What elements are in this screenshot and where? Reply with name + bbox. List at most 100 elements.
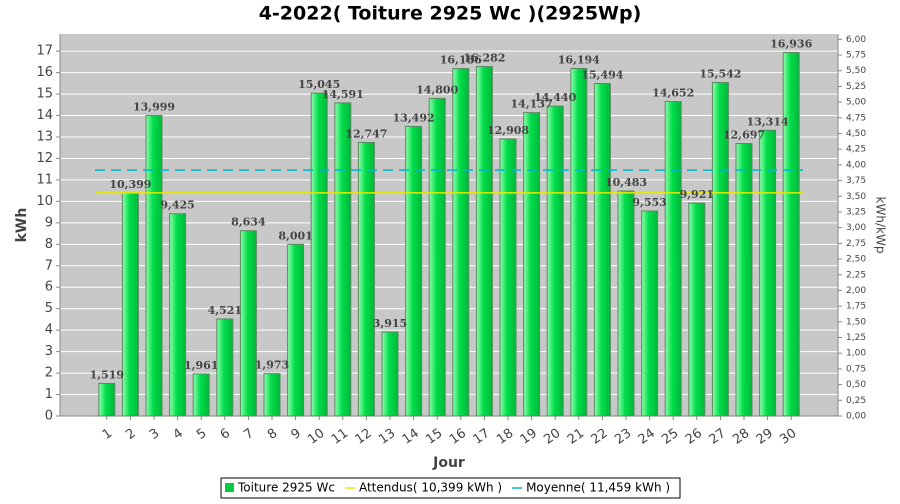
x-tick-label: 18 (494, 426, 516, 448)
x-tick-label: 8 (265, 426, 280, 443)
value-label: 16,282 (463, 52, 505, 65)
bar (664, 101, 682, 417)
legend (220, 477, 681, 499)
x-tick-label: 2 (123, 426, 138, 443)
bar (782, 52, 800, 417)
bar (593, 82, 611, 417)
x-tick-label: 9 (289, 426, 304, 443)
y-tick-label: 7 (45, 258, 53, 273)
x-tick-label: 29 (754, 426, 776, 448)
value-label: 10,483 (605, 176, 647, 189)
x-tick-label: 20 (541, 426, 563, 448)
x-tick-label: 12 (353, 426, 375, 448)
value-label: 8,634 (231, 216, 266, 229)
bar (405, 125, 423, 417)
bar (499, 138, 517, 417)
value-label: 8,001 (278, 229, 312, 242)
y-tick-label: 2 (45, 366, 53, 381)
x-tick-label: 11 (329, 426, 351, 448)
value-label: 4,521 (208, 304, 242, 317)
y2-tick-label: 4,00 (846, 160, 866, 170)
bar (121, 192, 139, 417)
value-label: 15,494 (581, 68, 623, 81)
bar (98, 382, 116, 417)
y2-tick-label: 5,75 (846, 51, 866, 61)
y-tick-label: 0 (45, 409, 53, 424)
bar (287, 243, 305, 417)
y2-tick-label: 4,25 (846, 145, 866, 155)
value-label: 9,921 (680, 188, 714, 201)
y-tick-label: 12 (36, 151, 53, 166)
bar (711, 81, 729, 417)
legend-swatch (225, 483, 234, 492)
x-tick-label: 4 (171, 426, 186, 443)
value-label: 12,697 (723, 129, 765, 142)
bar (688, 202, 706, 417)
y-tick-label: 13 (36, 130, 53, 145)
x-tick-label: 1 (100, 426, 115, 443)
y2-tick-label: 1,00 (846, 349, 866, 359)
y2-tick-label: 2,75 (846, 239, 866, 249)
legend-label: Attendus( 10,399 kWh ) (359, 481, 502, 495)
bar (475, 66, 493, 417)
x-tick-label: 5 (194, 426, 209, 443)
x-tick-label: 19 (518, 426, 540, 448)
bar (357, 141, 375, 417)
value-label: 15,542 (699, 67, 741, 80)
value-label: 14,137 (511, 98, 553, 111)
value-label: 14,440 (534, 91, 576, 104)
y2-tick-label: 5,50 (846, 66, 866, 76)
x-tick-label: 21 (565, 426, 587, 448)
y-tick-label: 8 (45, 237, 53, 252)
bar (570, 67, 588, 417)
value-label: 13,999 (133, 101, 175, 114)
bar (192, 373, 210, 417)
bar (546, 105, 564, 417)
x-tick-label: 10 (305, 426, 327, 448)
x-axis-label: Jour (432, 455, 465, 471)
y2-tick-label: 0,25 (846, 396, 866, 406)
x-tick-label: 23 (612, 426, 634, 448)
y2-axis-label: kWh/kWp (874, 197, 888, 254)
y2-tick-label: 2,50 (846, 255, 866, 265)
y2-tick-label: 1,75 (846, 302, 866, 312)
x-tick-label: 14 (400, 426, 422, 448)
y-tick-label: 15 (36, 87, 53, 102)
y-tick-label: 16 (36, 65, 53, 80)
x-tick-label: 15 (423, 426, 445, 448)
y2-tick-label: 0,50 (846, 380, 866, 390)
y2-tick-label: 3,00 (846, 223, 866, 233)
bar (428, 97, 446, 417)
value-label: 9,553 (632, 196, 666, 209)
y-tick-label: 3 (45, 344, 53, 359)
x-tick-label: 22 (589, 426, 611, 448)
value-label: 13,314 (747, 115, 789, 128)
value-label: 1,519 (90, 368, 124, 381)
value-label: 16,936 (770, 38, 812, 51)
bar (381, 331, 399, 417)
value-label: 1,973 (255, 359, 289, 372)
bar (452, 68, 470, 417)
value-label: 14,591 (322, 88, 364, 101)
value-label: 16,194 (558, 53, 600, 66)
value-label: 13,492 (393, 111, 435, 124)
y2-tick-label: 0,00 (846, 412, 866, 422)
y2-tick-label: 2,25 (846, 270, 866, 280)
x-tick-label: 28 (730, 426, 752, 448)
y2-tick-label: 5,25 (846, 82, 866, 92)
y-tick-label: 14 (36, 108, 53, 123)
value-label: 3,915 (373, 317, 407, 330)
y-tick-label: 6 (45, 280, 53, 295)
bar (169, 213, 187, 417)
y2-tick-label: 5,00 (846, 98, 866, 108)
y2-tick-label: 3,75 (846, 176, 866, 186)
x-tick-label: 6 (218, 426, 233, 443)
y2-tick-label: 6,00 (846, 35, 866, 45)
plot-area (60, 34, 838, 416)
x-tick-label: 24 (636, 426, 658, 448)
bar (239, 230, 257, 417)
x-tick-label: 17 (471, 426, 493, 448)
y-tick-label: 10 (36, 194, 53, 209)
